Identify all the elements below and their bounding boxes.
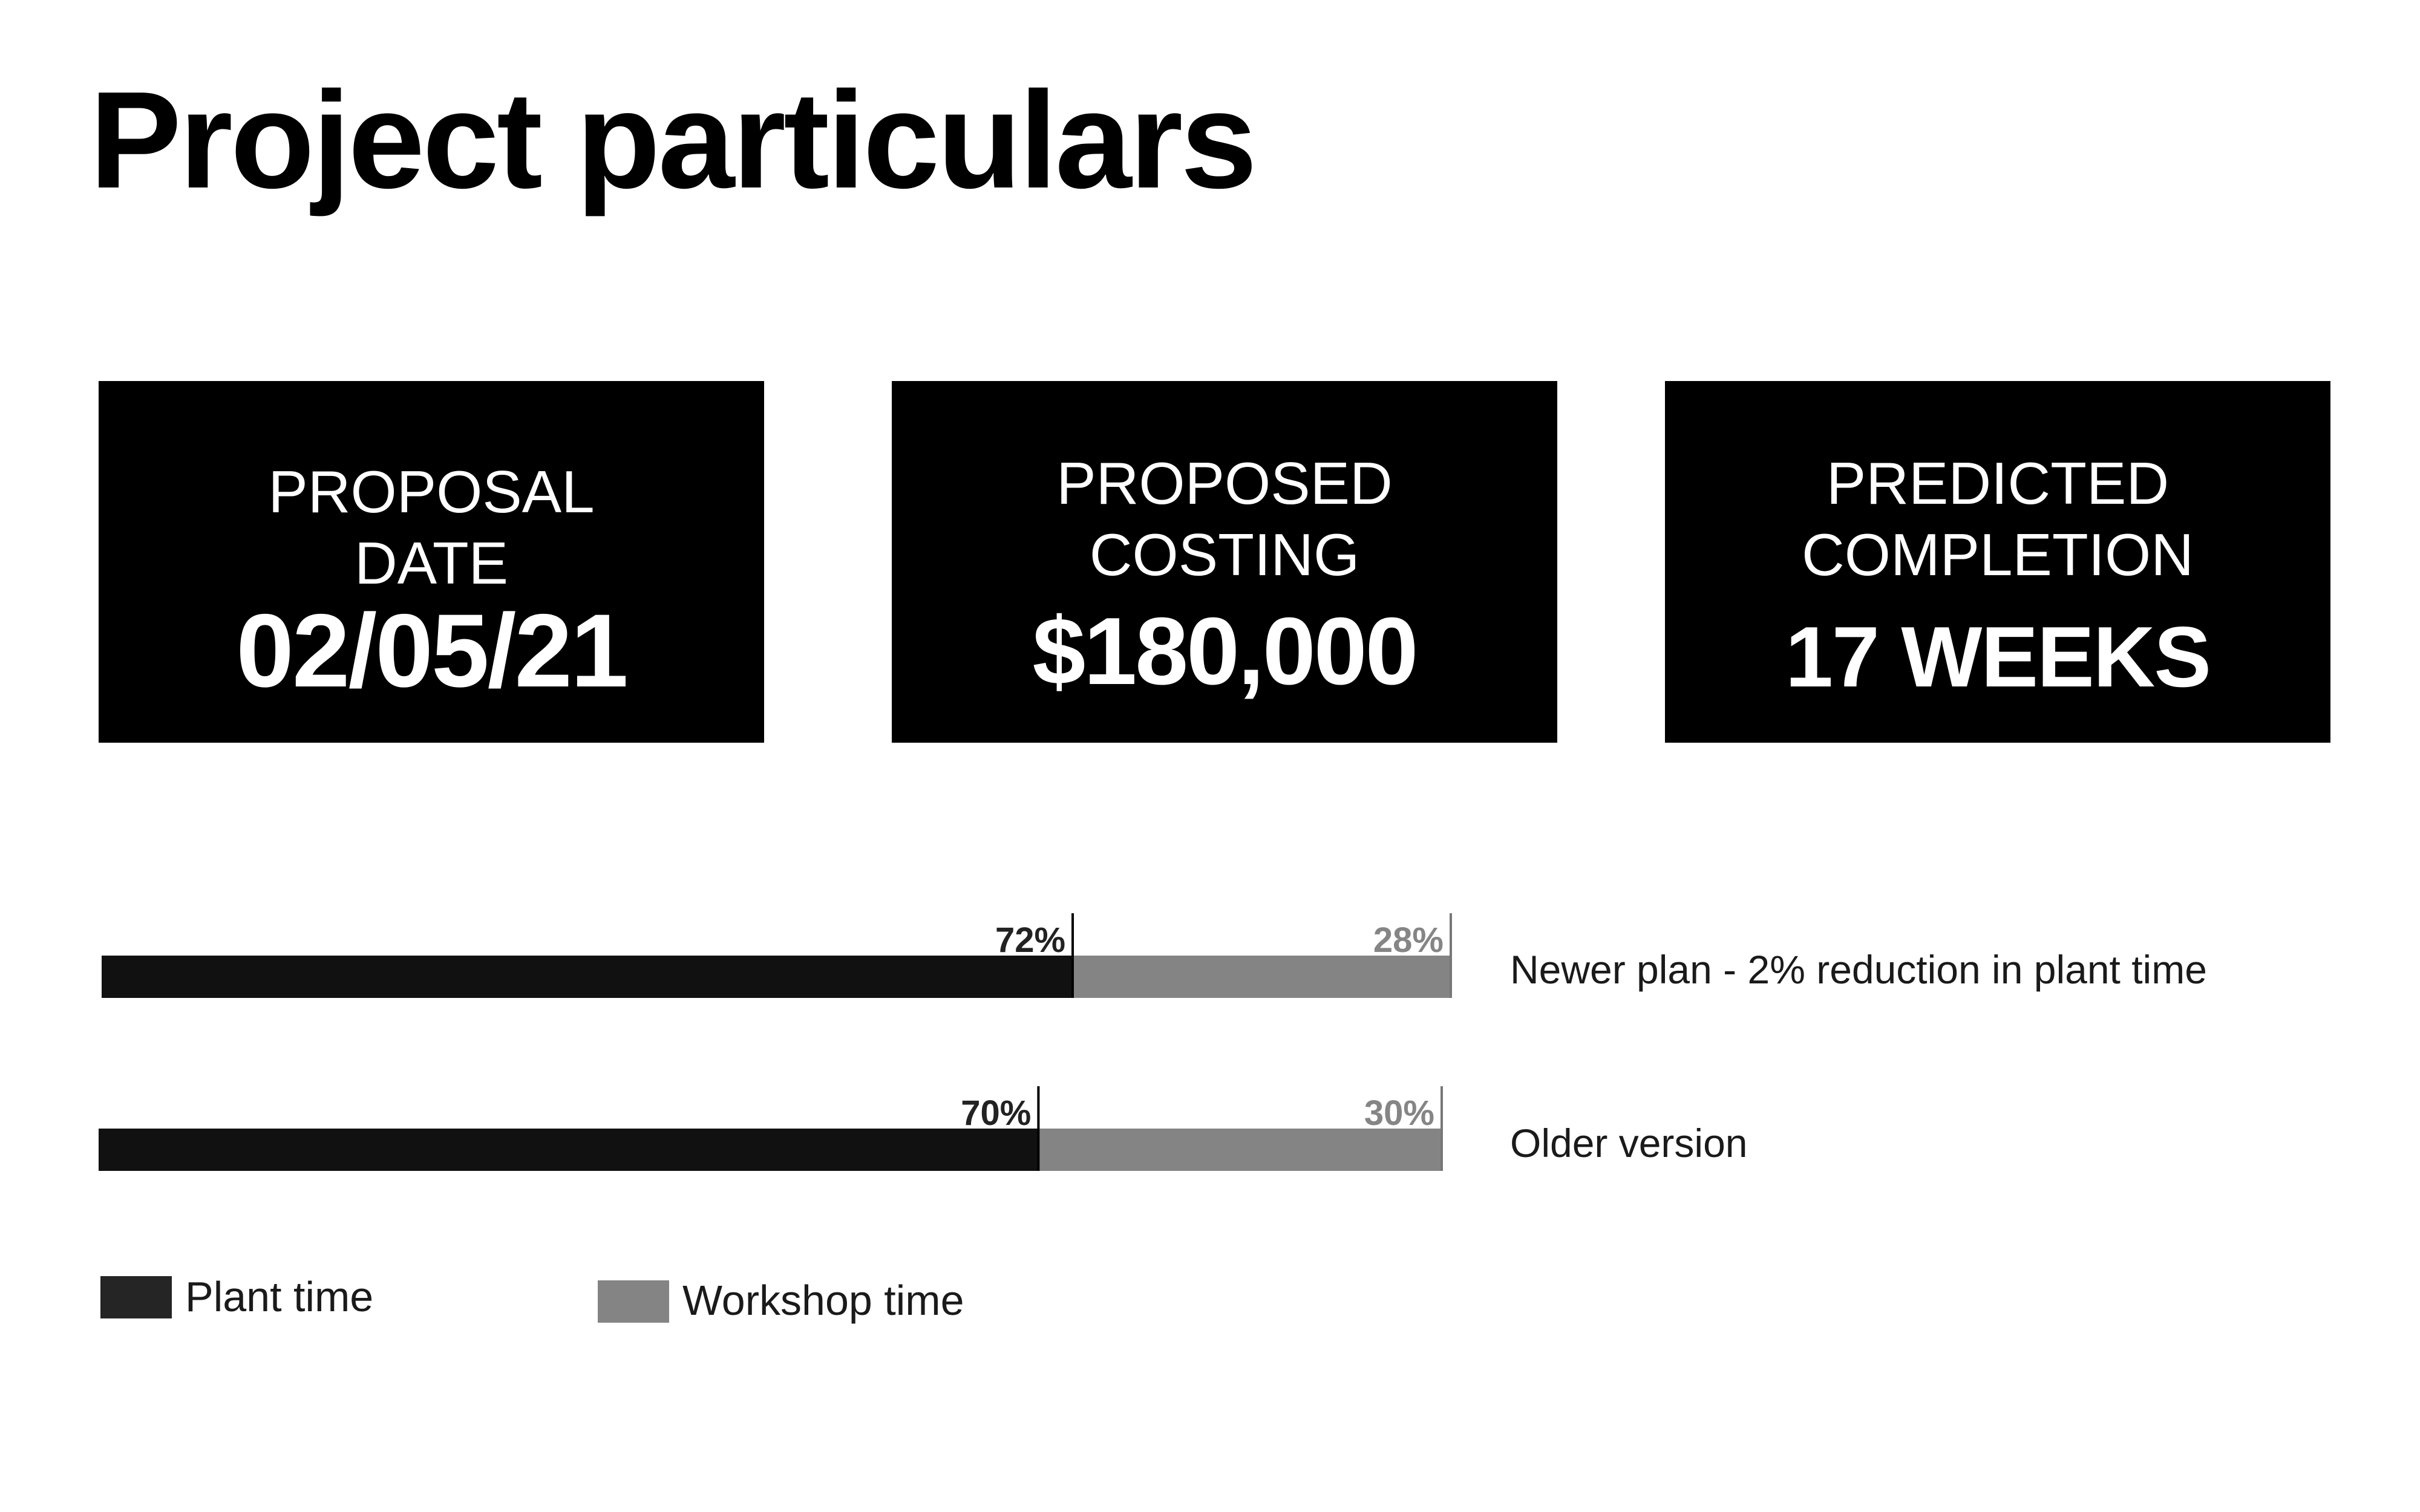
proposed-costing-label: PROPOSED COSTING [1056, 450, 1393, 588]
proposed-costing-card: PROPOSED COSTING $180,000 [892, 381, 1557, 743]
bar-workshop-time-1 [1074, 956, 1452, 998]
bar-plant-time-2 [99, 1129, 1040, 1171]
proposal-date-label: PROPOSAL DATE [268, 458, 595, 596]
legend-label-workshop-time: Workshop time [682, 1277, 964, 1324]
proposal-date-card: PROPOSAL DATE 02/05/21 [99, 381, 764, 743]
page-title: Project particulars [90, 64, 1257, 217]
data-label-workshop-time-1: 28% [1373, 921, 1444, 960]
proposal-date-value: 02/05/21 [236, 593, 629, 709]
legend-swatch-plant-time [100, 1276, 172, 1318]
data-label-plant-time-2: 70% [961, 1093, 1031, 1133]
bar-workshop-time-2 [1039, 1129, 1443, 1171]
predicted-completion-value: 17 WEEKS [1785, 609, 2211, 705]
predicted-completion-card: PREDICTED COMPLETION 17 WEEKS [1665, 381, 2330, 743]
predicted-completion-label: PREDICTED COMPLETION [1802, 450, 2194, 588]
data-label-plant-time-1: 72% [995, 921, 1065, 960]
category-label-1: Newer plan - 2% reduction in plant time [1510, 947, 2207, 992]
data-label-workshop-time-2: 30% [1364, 1093, 1434, 1133]
legend-label-plant-time: Plant time [185, 1273, 373, 1320]
proposed-costing-value: $180,000 [1032, 598, 1418, 705]
legend-swatch-workshop-time [598, 1280, 669, 1323]
category-label-2: Older version [1510, 1121, 1748, 1165]
bar-plant-time-1 [102, 956, 1074, 998]
